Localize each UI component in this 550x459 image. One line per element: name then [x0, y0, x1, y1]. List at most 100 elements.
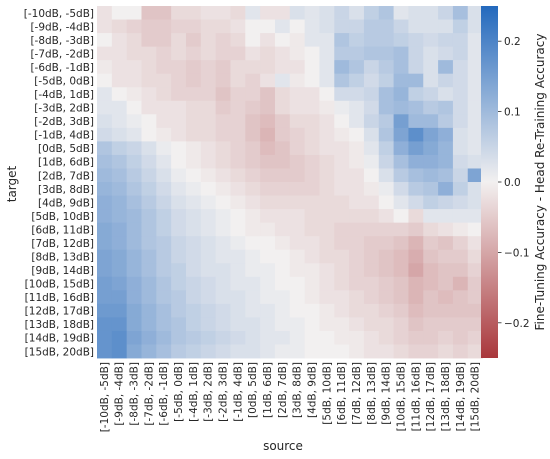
heatmap-cell — [467, 317, 483, 332]
heatmap-cell — [334, 141, 350, 156]
heatmap-cell — [304, 33, 320, 48]
heatmap-cell — [423, 60, 439, 75]
heatmap-cell — [97, 330, 113, 345]
heatmap-cell — [245, 249, 261, 264]
heatmap-cell — [408, 344, 424, 359]
heatmap-cell — [200, 46, 217, 61]
heatmap-cell — [349, 60, 365, 75]
heatmap-cell — [438, 330, 454, 345]
heatmap-cell — [349, 330, 365, 345]
heatmap-cell — [423, 222, 439, 237]
x-tick-label: [-2dB, 3dB] — [218, 362, 230, 422]
heatmap-cell — [378, 276, 394, 291]
heatmap-cell — [349, 46, 365, 61]
heatmap-cell — [319, 141, 335, 156]
heatmap-cell — [408, 182, 424, 196]
heatmap-cell — [349, 263, 365, 278]
x-tick-label: [1dB, 6dB] — [262, 362, 274, 418]
heatmap-cell — [423, 100, 439, 115]
heatmap-cell — [141, 317, 157, 332]
heatmap-cell — [289, 249, 306, 264]
heatmap-cell — [408, 263, 424, 278]
heatmap-cell — [185, 46, 202, 61]
heatmap-cell — [111, 182, 128, 196]
heatmap-cell — [156, 141, 172, 156]
heatmap-cell — [141, 87, 157, 102]
heatmap-cell — [126, 46, 142, 61]
heatmap-cell — [438, 168, 454, 183]
heatmap-cell — [156, 317, 172, 332]
heatmap-cell — [215, 168, 231, 183]
heatmap-cell — [200, 73, 217, 88]
heatmap-cell — [423, 6, 439, 20]
heatmap-cell — [423, 344, 439, 359]
heatmap-cell — [141, 60, 157, 75]
heatmap-cell — [171, 249, 187, 264]
heatmap-cell — [171, 87, 187, 102]
heatmap-cell — [393, 100, 409, 115]
heatmap-cell — [171, 344, 187, 359]
heatmap-cell — [274, 114, 291, 129]
heatmap-cell — [438, 263, 454, 278]
heatmap-cell — [171, 33, 187, 48]
heatmap-cell — [334, 344, 350, 359]
heatmap-cell — [393, 141, 409, 156]
heatmap-cell — [97, 87, 113, 102]
heatmap-cell — [393, 195, 409, 210]
heatmap-cell — [378, 317, 394, 332]
heatmap-cell — [467, 73, 483, 88]
heatmap-cell — [334, 222, 350, 237]
heatmap-cell — [274, 303, 291, 318]
heatmap-cell — [363, 168, 380, 183]
heatmap-cell — [111, 344, 128, 359]
heatmap-cell — [111, 263, 128, 278]
heatmap-cell — [230, 154, 246, 169]
heatmap-cell — [467, 263, 483, 278]
heatmap-cells — [97, 6, 483, 359]
heatmap-cell — [393, 6, 409, 20]
heatmap-cell — [230, 33, 246, 48]
heatmap-cell — [363, 33, 380, 48]
heatmap-cell — [378, 290, 394, 305]
heatmap-cell — [393, 154, 409, 169]
heatmap-cell — [378, 46, 394, 61]
y-tick-label: [11dB, 16dB] — [25, 292, 94, 304]
heatmap-cell — [334, 114, 350, 129]
heatmap-cell — [304, 303, 320, 318]
heatmap-cell — [97, 182, 113, 196]
heatmap-cell — [230, 87, 246, 102]
heatmap-cell — [141, 168, 157, 183]
heatmap-cell — [363, 100, 380, 115]
heatmap-cell — [319, 317, 335, 332]
heatmap-cell — [289, 236, 306, 251]
heatmap-cell — [423, 209, 439, 224]
heatmap-cell — [200, 19, 217, 34]
heatmap-cell — [304, 276, 320, 291]
heatmap-cell — [274, 317, 291, 332]
heatmap-cell — [423, 317, 439, 332]
heatmap-cell — [141, 330, 157, 345]
heatmap-cell — [319, 303, 335, 318]
heatmap-cell — [452, 195, 469, 210]
y-tick-label: [2dB, 7dB] — [38, 170, 94, 182]
heatmap-cell — [349, 249, 365, 264]
heatmap-cell — [438, 154, 454, 169]
heatmap-cell — [452, 168, 469, 183]
heatmap-cell — [274, 100, 291, 115]
heatmap-cell — [260, 236, 276, 251]
heatmap-cell — [171, 46, 187, 61]
heatmap-cell — [156, 344, 172, 359]
heatmap-cell — [97, 141, 113, 156]
heatmap-cell — [467, 46, 483, 61]
heatmap-cell — [200, 303, 217, 318]
x-tick-labels: [-10dB, -5dB] [-9dB, -4dB] [-8dB, -3dB] [-7… — [99, 362, 482, 432]
heatmap-cell — [171, 114, 187, 129]
heatmap-cell — [378, 195, 394, 210]
heatmap-cell — [289, 276, 306, 291]
heatmap-cell — [274, 344, 291, 359]
heatmap-cell — [200, 195, 217, 210]
heatmap-cell — [378, 60, 394, 75]
heatmap-cell — [304, 222, 320, 237]
heatmap-cell — [452, 114, 469, 129]
heatmap-cell — [452, 276, 469, 291]
